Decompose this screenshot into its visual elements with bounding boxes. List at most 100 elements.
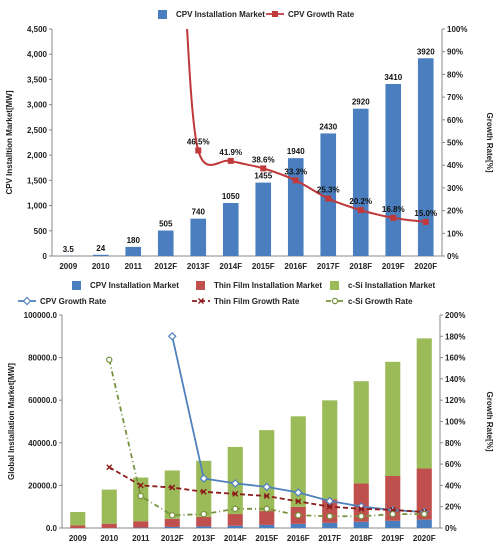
cpv-installation-market-bar bbox=[385, 520, 401, 528]
c-si-growth-rate-point bbox=[389, 510, 396, 518]
cpv-installation-market-bar bbox=[416, 519, 432, 528]
y2-tick-label: 120% bbox=[445, 396, 465, 405]
cpv-growth-rate-point bbox=[422, 218, 429, 225]
thin-film-installation-market-bar bbox=[133, 521, 149, 528]
cpv-growth-rate-data-label: 33.3% bbox=[284, 167, 307, 176]
thin-film-growth-rate-point bbox=[326, 503, 333, 510]
y2-tick-label: 160% bbox=[445, 354, 465, 363]
cpv-growth-rate-point bbox=[230, 479, 240, 488]
thin-film-installation-market-bar bbox=[196, 516, 212, 527]
c-si-installation-market-legend-swatch bbox=[330, 281, 339, 290]
y2-tick-label: 0% bbox=[447, 252, 459, 261]
cpv-installation-market-data-label: 2920 bbox=[352, 98, 370, 107]
y-tick-label: 20000.0 bbox=[28, 481, 57, 490]
c-si-installation-market-bar bbox=[290, 416, 306, 507]
c-si-growth-rate-point bbox=[106, 356, 113, 363]
thin-film-installation-market-bar bbox=[259, 511, 275, 525]
c-si-installation-market-bar bbox=[196, 460, 212, 517]
cpv-growth-rate-point bbox=[325, 496, 335, 506]
x-tick-label: 2011 bbox=[132, 534, 150, 543]
cpv-growth-rate-data-label: 15.0% bbox=[414, 209, 437, 218]
cpv-installation-market-bar bbox=[322, 522, 338, 528]
cpv-installation-market-data-label: 505 bbox=[159, 220, 173, 229]
x-tick-label: 2019F bbox=[382, 262, 405, 271]
cpv-installation-market-bar bbox=[222, 203, 239, 256]
c-si-growth-rate-point bbox=[263, 505, 270, 513]
cpv-growth-rate-point bbox=[293, 488, 303, 497]
y-tick-label: 1,000 bbox=[27, 202, 48, 211]
thin-film-growth-rate-point bbox=[295, 498, 302, 505]
c-si-installation-market-bar bbox=[353, 381, 369, 484]
c-si-installation-market-bar bbox=[101, 489, 117, 524]
thin-film-installation-market-legend-label: Thin Film Installation Market bbox=[214, 281, 322, 290]
cpv-growth-rate-point bbox=[199, 474, 209, 483]
cpv-installation-market-bar bbox=[255, 182, 272, 256]
c-si-installation-market-bar bbox=[164, 470, 180, 519]
x-tick-label: 2009 bbox=[59, 262, 77, 271]
cpv-installation-market-bar bbox=[157, 230, 174, 256]
cpv-installation-market-legend-label: CPV Installation Market bbox=[176, 10, 265, 19]
thin-film-installation-market-bar bbox=[164, 518, 180, 527]
x-tick-label: 2013F bbox=[192, 534, 215, 543]
cpv-installation-market-data-label: 24 bbox=[96, 244, 105, 253]
c-si-installation-market-legend-label: c-Si Installation Market bbox=[348, 281, 435, 290]
c-si-growth-rate-point bbox=[137, 492, 144, 500]
c-si-installation-market-bar bbox=[416, 338, 432, 469]
x-tick-label: 2015F bbox=[252, 262, 275, 271]
cpv-growth-rate-data-label: 46.5% bbox=[187, 137, 210, 146]
y2-tick-label: 80% bbox=[445, 439, 461, 448]
y-tick-label: 2,500 bbox=[27, 126, 48, 135]
x-tick-label: 2016F bbox=[284, 262, 307, 271]
y2-tick-label: 90% bbox=[447, 48, 463, 57]
y2-axis-title: Growth Rate[%] bbox=[485, 392, 494, 452]
cpv-installation-market-bar bbox=[196, 526, 212, 528]
cpv-growth-rate-point bbox=[260, 165, 267, 172]
c-si-installation-market-bar bbox=[322, 400, 338, 500]
cpv-growth-rate-point bbox=[195, 147, 202, 154]
x-tick-label: 2011 bbox=[125, 262, 143, 271]
thin-film-growth-rate-point bbox=[169, 484, 176, 491]
x-tick-label: 2014F bbox=[224, 534, 247, 543]
y2-axis-title: Growth Rate[%] bbox=[485, 113, 494, 173]
c-si-growth-rate-line bbox=[108, 359, 425, 518]
cpv-installation-market-bar bbox=[164, 526, 180, 528]
c-si-growth-rate-legend-label: c-Si Growth Rate bbox=[348, 297, 413, 306]
cpv-installation-market-bar bbox=[92, 254, 109, 256]
cpv-growth-rate-point bbox=[390, 214, 397, 221]
y-tick-label: 0.0 bbox=[46, 524, 58, 533]
x-tick-label: 2012F bbox=[161, 534, 184, 543]
cpv-growth-rate-legend-label: CPV Growth Rate bbox=[40, 297, 107, 306]
cpv-growth-rate-point bbox=[292, 177, 299, 184]
global-market-chart: 0.0 20000.0 40000.0 60000.0 80000.0 100000.0 0… bbox=[7, 281, 494, 543]
cpv-installation-market-bar bbox=[417, 58, 434, 256]
x-tick-label: 2018F bbox=[350, 534, 373, 543]
x-tick-label: 2013F bbox=[187, 262, 210, 271]
x-tick-label: 2012F bbox=[154, 262, 177, 271]
cpv-installation-market-bar bbox=[320, 133, 337, 256]
thin-film-growth-rate-point bbox=[232, 490, 239, 497]
thin-film-installation-market-bar bbox=[227, 514, 243, 526]
cpv-installation-market-bar bbox=[290, 523, 306, 528]
y-tick-label: 40000.0 bbox=[28, 439, 57, 448]
y2-tick-label: 200% bbox=[445, 311, 465, 320]
cpv-installation-market-bar bbox=[227, 525, 243, 528]
y2-tick-label: 180% bbox=[445, 332, 465, 341]
thin-film-growth-rate-point bbox=[106, 464, 113, 471]
y2-tick-label: 40% bbox=[445, 481, 461, 490]
x-tick-label: 2009 bbox=[69, 534, 87, 543]
y-tick-label: 60000.0 bbox=[28, 396, 57, 405]
y2-tick-label: 10% bbox=[447, 229, 463, 238]
cpv-chart: 0 500 1,000 1,500 2,000 2,500 3,000 3,500 4,000 4… bbox=[5, 10, 494, 271]
thin-film-installation-market-bar bbox=[101, 523, 117, 528]
c-si-growth-rate-point bbox=[295, 512, 302, 519]
c-si-growth-rate-legend-marker bbox=[331, 297, 339, 305]
cpv-installation-market-data-label: 1050 bbox=[222, 192, 240, 201]
x-tick-label: 2018F bbox=[349, 262, 372, 271]
c-si-installation-market-bar bbox=[70, 512, 86, 526]
cpv-growth-rate-data-label: 16.8% bbox=[382, 205, 405, 214]
c-si-growth-rate-point bbox=[358, 513, 365, 520]
x-tick-label: 2014F bbox=[219, 262, 242, 271]
cpv-installation-market-data-label: 1455 bbox=[254, 172, 272, 181]
y-tick-label: 3,500 bbox=[27, 75, 48, 84]
